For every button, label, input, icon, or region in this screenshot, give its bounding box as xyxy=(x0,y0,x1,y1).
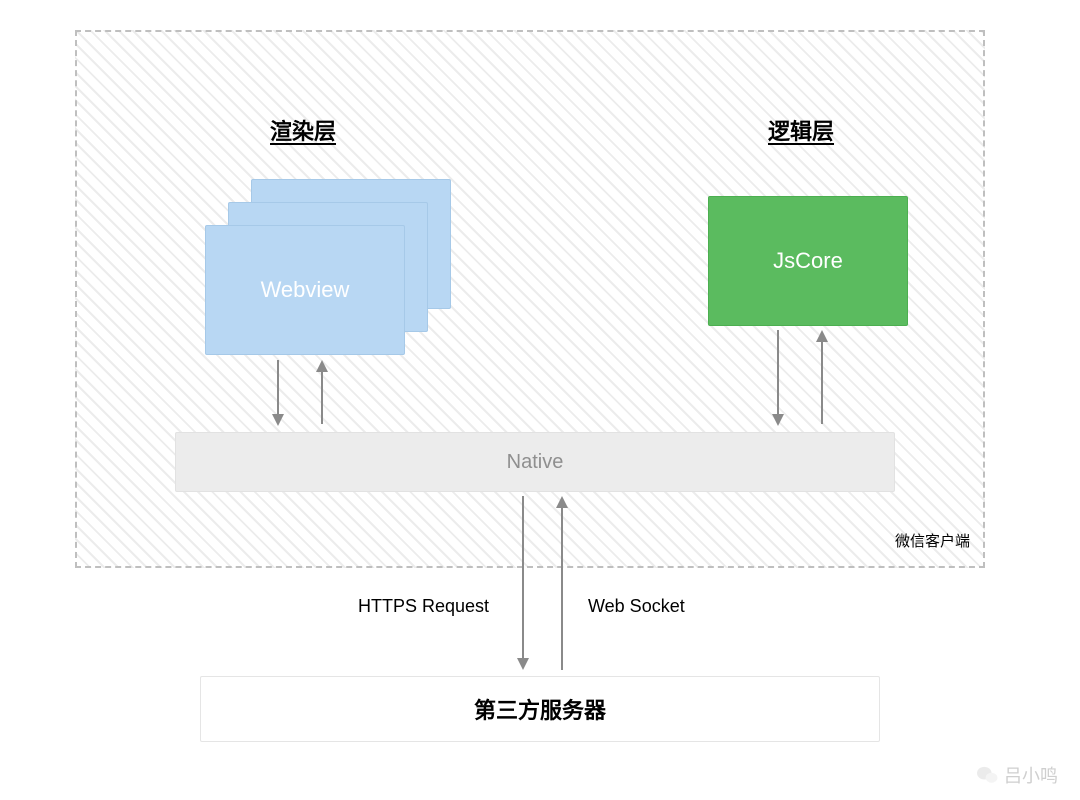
webview-card-1: Webview xyxy=(205,225,405,355)
render-layer-heading: 渲染层 xyxy=(270,114,336,146)
https-label: HTTPS Request xyxy=(358,596,489,617)
logic-layer-heading: 逻辑层 xyxy=(768,114,834,146)
server-box: 第三方服务器 xyxy=(200,676,880,742)
native-bar: Native xyxy=(175,432,895,492)
jscore-label: JsCore xyxy=(773,248,843,274)
client-label: 微信客户端 xyxy=(895,530,970,551)
watermark-text: 吕小鸣 xyxy=(1004,762,1058,788)
server-label: 第三方服务器 xyxy=(474,693,606,725)
diagram-canvas: 渲染层 逻辑层 Webview JsCore Native 微信客户端 第三方服… xyxy=(0,0,1080,800)
websocket-label: Web Socket xyxy=(588,596,685,617)
watermark: 吕小鸣 xyxy=(976,762,1058,788)
webview-label: Webview xyxy=(261,277,350,303)
native-label: Native xyxy=(507,451,564,474)
jscore-card: JsCore xyxy=(708,196,908,326)
wechat-icon xyxy=(976,765,998,785)
